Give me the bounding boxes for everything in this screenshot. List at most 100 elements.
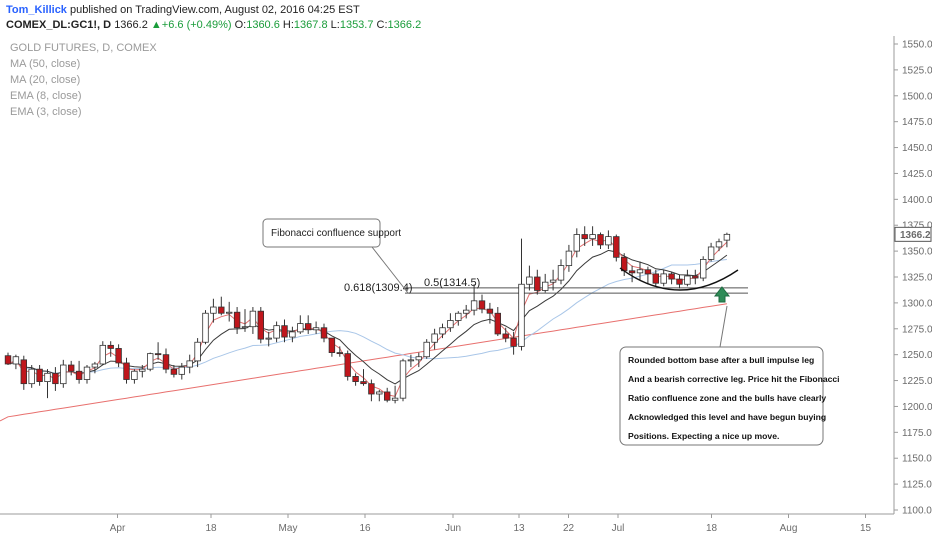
candle-up	[557, 265, 565, 281]
price-tick-label: 1425.0	[902, 169, 932, 180]
ohlc-line: COMEX_DL:GC1!, D 1366.2 ▲+6.6 (+0.49%) O…	[6, 19, 421, 31]
candle-up	[91, 363, 99, 368]
candle-down	[320, 327, 328, 339]
price-tick-label: 1125.0	[902, 480, 932, 491]
high-label: H:	[282, 19, 294, 31]
time-axis[interactable]: Apr 18 May 16 Jun 13 22 Jul 18 Aug 15	[0, 513, 894, 534]
candle-down	[368, 383, 375, 395]
drawings: Fibonacci confluence support Rounded bott…	[262, 218, 840, 446]
price-tick-label: 1350.0	[902, 247, 932, 258]
candle-down	[352, 376, 359, 382]
legend-ma20[interactable]: MA (20, close)	[10, 74, 80, 86]
price-tick-label: 1175.0	[902, 428, 932, 439]
close-label: C:	[376, 19, 388, 31]
legend-ma50[interactable]: MA (50, close)	[10, 58, 80, 70]
legend-ema3[interactable]: EMA (3, close)	[10, 106, 82, 118]
candle-down	[344, 353, 351, 377]
candle-up	[297, 323, 304, 333]
candle-down	[621, 256, 628, 272]
price-chart[interactable]: GOLD FUTURES, D, COMEX MA (50, close) MA…	[0, 36, 932, 550]
price-tick-label: 1300.0	[902, 298, 932, 309]
candle-up	[431, 333, 438, 343]
candle-up	[565, 250, 573, 267]
time-tick-label: Jul	[612, 523, 625, 534]
candle-down	[336, 352, 343, 355]
candle-down	[328, 337, 336, 353]
candle-down	[107, 344, 114, 349]
candle-down	[676, 278, 683, 285]
candle-down	[502, 333, 509, 339]
analysis-note-line: Positions. Expecting a nice up move.	[628, 431, 779, 441]
candle-up	[99, 344, 106, 365]
candle-down	[170, 368, 178, 375]
time-tick-label: 22	[563, 523, 575, 534]
price-tick-label: 1525.0	[902, 65, 932, 76]
price-tick-label: 1100.0	[902, 506, 932, 517]
price-tick-label: 1475.0	[902, 117, 932, 128]
candle-up	[289, 331, 296, 338]
candle-up	[723, 233, 731, 241]
publish-line: Tom_Killick published on TradingView.com…	[6, 4, 360, 16]
candle-up	[376, 391, 383, 395]
candle-up	[60, 364, 67, 385]
ma50-line	[0, 303, 727, 422]
time-tick-label: Apr	[110, 523, 126, 534]
price-tick-label: 1400.0	[902, 195, 932, 206]
analysis-note-pointer	[719, 305, 728, 348]
candle-down	[494, 312, 501, 335]
fibonacci-levels: 0.618(1309.4) 0.5(1314.5)	[344, 277, 748, 294]
candle-up	[186, 360, 193, 368]
candle-down	[123, 362, 130, 380]
candle-up	[12, 356, 20, 365]
candle-up	[249, 310, 257, 328]
candle-down	[534, 276, 541, 291]
last-price-badge-label: 1366.2	[900, 230, 931, 241]
author-name[interactable]: Tom_Killick	[6, 4, 67, 16]
candle-up	[526, 276, 533, 285]
analysis-note-box	[619, 346, 824, 446]
price-tick-label: 1250.0	[902, 350, 932, 361]
candle-up	[660, 273, 667, 284]
symbol-label[interactable]: COMEX_DL:GC1!, D	[6, 19, 112, 31]
candle-down	[4, 355, 12, 365]
candle-up	[146, 353, 154, 370]
price-tick-label: 1375.0	[902, 221, 932, 232]
price-tick-label: 1500.0	[902, 91, 932, 102]
candle-down	[668, 273, 675, 280]
candle-up	[210, 306, 217, 314]
candle-down	[478, 300, 486, 310]
candle-up	[225, 311, 233, 314]
time-tick-label: Jun	[445, 523, 461, 534]
candle-down	[644, 269, 652, 275]
candle-down	[281, 325, 288, 338]
low-label: L:	[330, 19, 340, 31]
price-axis[interactable]: 1100.0 1125.0 1150.0 1175.0 1200.0 1225.0 1250…	[893, 36, 932, 517]
candle-down	[218, 306, 225, 314]
time-tick-label: 15	[860, 523, 872, 534]
candle-down	[75, 370, 83, 380]
candle-down	[304, 323, 312, 331]
rounded-bottom-arc	[619, 267, 739, 291]
time-tick-label: 18	[205, 523, 217, 534]
candle-down	[162, 354, 170, 370]
candle-up	[415, 356, 422, 361]
candle-up	[202, 312, 209, 343]
analysis-note-line: Ratio confluence zone and the bulls have…	[628, 393, 826, 403]
candle-up	[636, 269, 644, 274]
candle-down	[154, 353, 162, 356]
candle-up	[589, 234, 596, 240]
low-value: 1353.7	[339, 19, 374, 31]
candle-down	[383, 391, 391, 401]
price-tick-label: 1275.0	[902, 324, 932, 335]
candle-up	[715, 241, 723, 248]
analysis-note-line: Rounded bottom base after a bull impulse…	[628, 355, 814, 365]
candle-up	[178, 366, 185, 375]
price-tick-label: 1225.0	[902, 376, 932, 387]
legend-ema8[interactable]: EMA (8, close)	[10, 90, 82, 102]
fib-callout-text: Fibonacci confluence support	[271, 228, 401, 239]
close-value: 1366.2	[387, 19, 422, 31]
candle-down	[510, 337, 517, 347]
candle-up	[447, 320, 454, 329]
published-text: published on TradingView.com, August 02,…	[70, 4, 360, 16]
price-tick-label: 1325.0	[902, 273, 932, 284]
